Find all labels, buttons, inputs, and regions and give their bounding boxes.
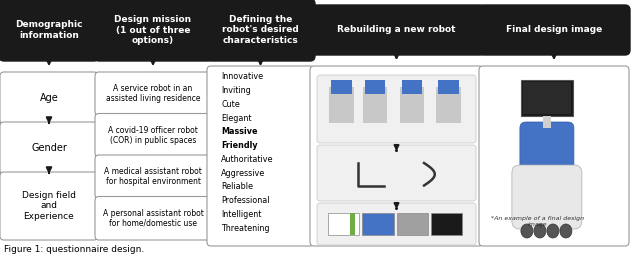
Text: Threatening: Threatening bbox=[221, 224, 269, 233]
Text: A personal assistant robot
for home/domestic use: A personal assistant robot for home/dome… bbox=[102, 209, 204, 228]
Bar bbox=[365, 80, 385, 94]
Bar bbox=[401, 80, 422, 94]
FancyBboxPatch shape bbox=[0, 172, 98, 240]
Text: Aggressive: Aggressive bbox=[221, 169, 265, 178]
FancyBboxPatch shape bbox=[94, 0, 212, 61]
FancyBboxPatch shape bbox=[317, 145, 476, 201]
Bar bbox=[397, 213, 428, 235]
Bar bbox=[521, 80, 573, 116]
Ellipse shape bbox=[521, 224, 533, 238]
FancyBboxPatch shape bbox=[207, 66, 314, 246]
Ellipse shape bbox=[534, 224, 546, 238]
Text: Professional: Professional bbox=[221, 196, 269, 205]
Text: Final design image: Final design image bbox=[506, 26, 602, 35]
Text: A service robot in an
assisted living residence: A service robot in an assisted living re… bbox=[106, 84, 200, 103]
FancyBboxPatch shape bbox=[95, 72, 211, 115]
FancyBboxPatch shape bbox=[310, 66, 483, 246]
Text: A covid-19 officer robot
(COR) in public spaces: A covid-19 officer robot (COR) in public… bbox=[108, 125, 198, 145]
FancyBboxPatch shape bbox=[309, 5, 484, 55]
Bar bbox=[523, 82, 571, 114]
FancyBboxPatch shape bbox=[0, 0, 99, 61]
Text: A medical assistant robot
for hospital environment: A medical assistant robot for hospital e… bbox=[104, 167, 202, 186]
FancyBboxPatch shape bbox=[0, 72, 98, 124]
FancyBboxPatch shape bbox=[478, 5, 630, 55]
Bar bbox=[363, 87, 387, 123]
Bar bbox=[399, 87, 424, 123]
FancyBboxPatch shape bbox=[317, 75, 476, 143]
Text: *An example of a final design
image: *An example of a final design image bbox=[491, 216, 584, 227]
Text: Figure 1: questionnaire design.: Figure 1: questionnaire design. bbox=[4, 246, 144, 254]
FancyBboxPatch shape bbox=[479, 66, 629, 246]
Text: Demographic
information: Demographic information bbox=[15, 20, 83, 40]
FancyBboxPatch shape bbox=[95, 197, 211, 240]
FancyBboxPatch shape bbox=[512, 165, 582, 229]
Bar bbox=[329, 87, 354, 123]
Bar bbox=[436, 87, 461, 123]
FancyBboxPatch shape bbox=[0, 122, 98, 174]
Text: Inviting: Inviting bbox=[221, 86, 251, 95]
Bar bbox=[543, 116, 551, 128]
Text: Age: Age bbox=[40, 93, 58, 103]
FancyBboxPatch shape bbox=[317, 203, 476, 245]
Text: Defining the
robot's desired
characteristics: Defining the robot's desired characteris… bbox=[222, 15, 299, 45]
FancyBboxPatch shape bbox=[95, 155, 211, 198]
Bar bbox=[328, 213, 359, 235]
FancyBboxPatch shape bbox=[206, 0, 315, 61]
Text: Cute: Cute bbox=[221, 100, 240, 109]
Text: Rebuilding a new robot: Rebuilding a new robot bbox=[337, 26, 456, 35]
Ellipse shape bbox=[547, 224, 559, 238]
Text: Elegant: Elegant bbox=[221, 114, 252, 123]
Text: Design field
and
Experience: Design field and Experience bbox=[22, 191, 76, 221]
Bar bbox=[438, 80, 459, 94]
Bar bbox=[362, 213, 394, 235]
Text: Innovative: Innovative bbox=[221, 72, 263, 81]
Bar bbox=[350, 213, 355, 235]
Bar bbox=[331, 80, 352, 94]
FancyBboxPatch shape bbox=[520, 122, 574, 184]
Text: Reliable: Reliable bbox=[221, 183, 253, 191]
Bar bbox=[431, 213, 462, 235]
Text: Intelligent: Intelligent bbox=[221, 210, 261, 219]
Ellipse shape bbox=[560, 224, 572, 238]
FancyBboxPatch shape bbox=[95, 113, 211, 157]
Text: Design mission
(1 out of three
options): Design mission (1 out of three options) bbox=[115, 15, 191, 45]
Text: Authoritative: Authoritative bbox=[221, 155, 273, 164]
Text: Friendly: Friendly bbox=[221, 141, 258, 150]
Text: Massive: Massive bbox=[221, 127, 257, 136]
Text: Gender: Gender bbox=[31, 143, 67, 153]
